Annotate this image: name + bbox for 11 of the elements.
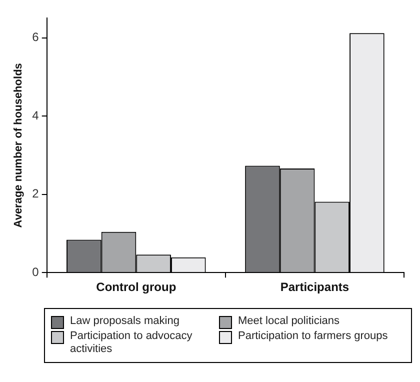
legend-label: Law proposals making: [70, 315, 180, 328]
y-tick-label: 6: [32, 30, 40, 44]
legend-label: Participation to advocacy activities: [70, 330, 194, 356]
y-tick-label: 0: [32, 264, 40, 279]
y-tick-label: 2: [32, 186, 40, 201]
legend-label: Meet local politicians: [238, 315, 340, 328]
y-axis-title: Average number of households: [12, 63, 25, 228]
y-tick-label: 4: [32, 108, 40, 122]
x-tick-label: Control group: [96, 280, 176, 294]
legend-label: Participation to farmers groups: [238, 330, 388, 343]
x-tick-label: Participants: [280, 280, 350, 294]
